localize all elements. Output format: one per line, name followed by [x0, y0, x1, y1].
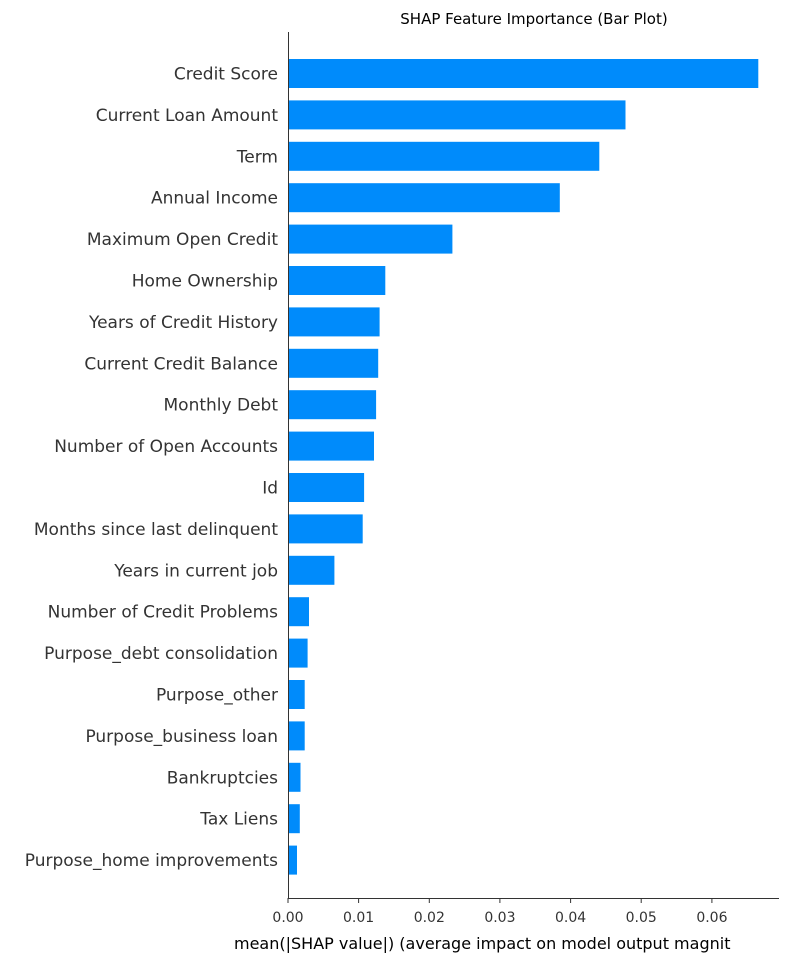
bar	[288, 597, 309, 627]
x-tick-label: 0.01	[343, 910, 374, 926]
category-label: Maximum Open Credit	[87, 230, 278, 250]
x-axis-label: mean(|SHAP value|) (average impact on mo…	[234, 934, 730, 953]
category-label: Home Ownership	[132, 272, 278, 292]
bar	[288, 141, 600, 171]
x-ticks: 0.00 0.01 0.02 0.03 0.04 0.05 0.06	[272, 898, 728, 926]
x-tick-label: 0.05	[626, 910, 657, 926]
bars-layer	[288, 59, 759, 875]
bar	[288, 183, 560, 213]
category-label: Purpose_debt consolidation	[44, 644, 278, 664]
bar	[288, 307, 380, 337]
category-labels: Credit Score Current Loan Amount Term Annua…	[25, 65, 279, 872]
bar	[288, 721, 305, 751]
category-label: Purpose_business loan	[85, 727, 278, 747]
category-label: Credit Score	[174, 65, 278, 85]
category-label: Number of Open Accounts	[54, 437, 278, 457]
x-tick-label: 0.04	[555, 910, 586, 926]
bar	[288, 266, 386, 295]
bar	[288, 845, 297, 875]
bar	[288, 59, 759, 88]
category-label: Purpose_other	[156, 686, 278, 706]
category-label: Years of Credit History	[88, 313, 278, 333]
chart-title: SHAP Feature Importance (Bar Plot)	[400, 10, 667, 28]
category-label: Years in current job	[113, 561, 278, 581]
category-label: Purpose_home improvements	[25, 851, 278, 871]
bar	[288, 555, 335, 585]
bar	[288, 514, 363, 544]
category-label: Current Credit Balance	[84, 354, 278, 374]
category-label: Tax Liens	[199, 810, 278, 830]
x-tick-label: 0.00	[272, 910, 303, 926]
category-label: Months since last delinquent	[34, 520, 278, 540]
bar	[288, 431, 374, 461]
bar	[288, 680, 305, 709]
category-label: Current Loan Amount	[96, 106, 279, 126]
x-tick-label: 0.02	[414, 910, 445, 926]
category-label: Term	[236, 147, 278, 167]
bar	[288, 224, 453, 254]
x-tick-label: 0.03	[484, 910, 515, 926]
bar	[288, 762, 301, 792]
bar	[288, 804, 300, 834]
category-label: Bankruptcies	[167, 768, 278, 788]
bar	[288, 638, 308, 668]
category-label: Monthly Debt	[164, 396, 279, 416]
category-label: Id	[262, 479, 278, 499]
bar	[288, 348, 379, 378]
x-tick-label: 0.06	[696, 910, 727, 926]
category-label: Number of Credit Problems	[48, 603, 279, 623]
category-label: Annual Income	[151, 189, 278, 209]
bar	[288, 473, 365, 502]
bar	[288, 100, 626, 130]
bar	[288, 390, 377, 420]
